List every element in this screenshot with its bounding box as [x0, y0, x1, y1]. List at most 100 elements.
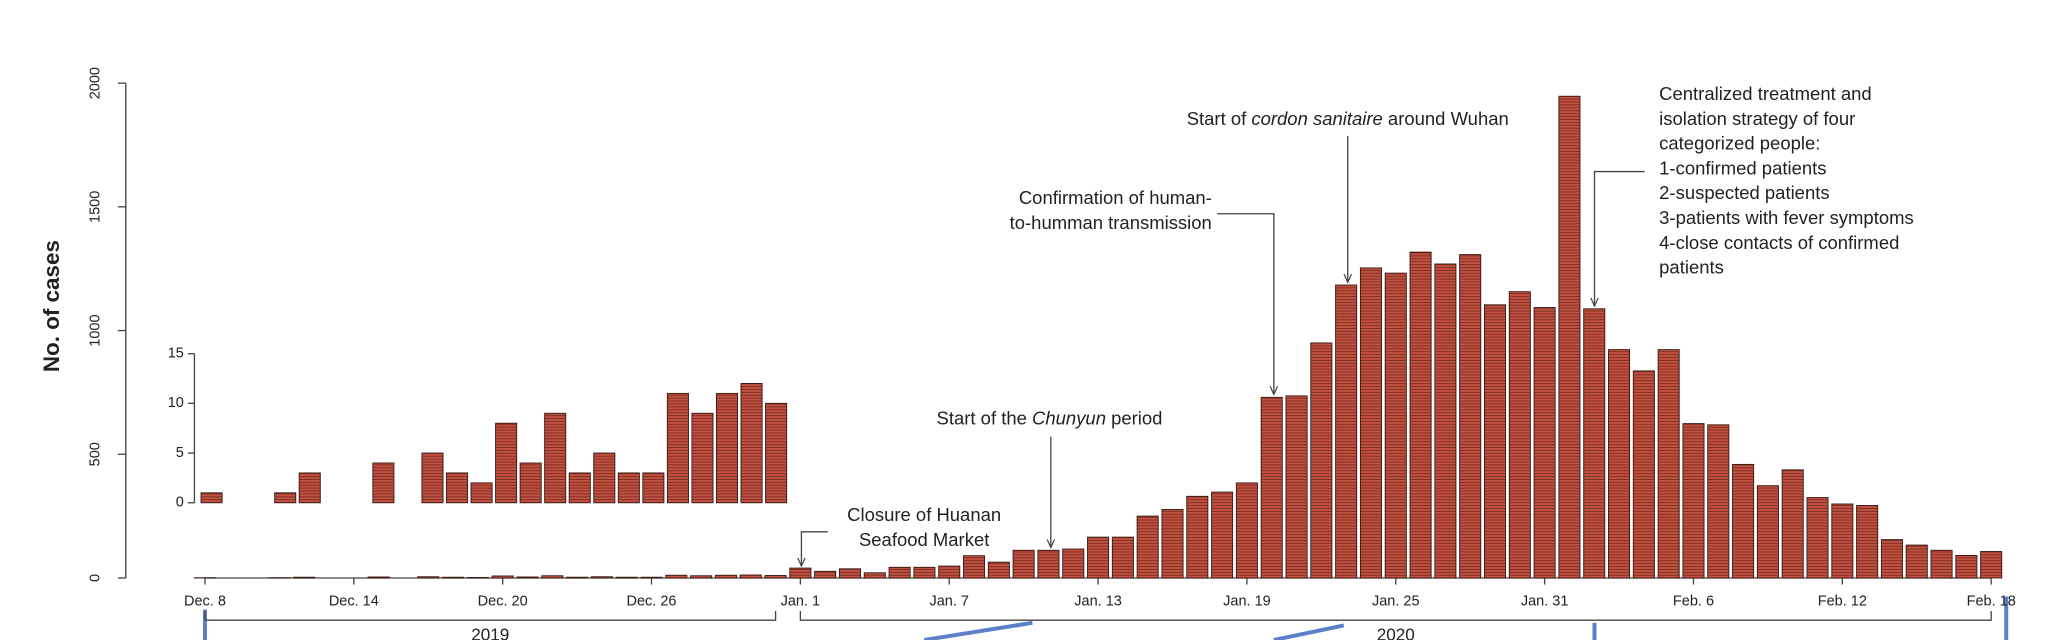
x-tick-label: Jan. 31 [1521, 594, 1569, 610]
annotation-arrow [1595, 170, 1645, 307]
annotation-part: Confirmation of human- [1019, 187, 1212, 208]
annotation-part: around Wuhan [1383, 108, 1509, 129]
annotation-part: Seafood Market [859, 529, 989, 550]
bar [1483, 304, 1507, 579]
bar [691, 412, 714, 504]
bar [417, 576, 440, 579]
y-tick-label: 1000 [87, 314, 103, 346]
bar [372, 462, 395, 504]
bar [1384, 272, 1407, 579]
x-tick-label: Dec. 14 [329, 594, 379, 610]
annotation: Confirmation of human- [1019, 187, 1212, 208]
annotation-part: Start of [1187, 108, 1252, 129]
inset-y-tick-label: 0 [176, 495, 184, 511]
annotation-arrow [1217, 213, 1274, 395]
bar [1161, 508, 1184, 579]
annotation: 4-close contacts of confirmed [1659, 232, 1899, 253]
bar [519, 462, 542, 504]
bar [1732, 463, 1755, 579]
annotation-part: cordon sanitaire [1251, 108, 1382, 129]
bar [1508, 291, 1531, 579]
bar [1583, 308, 1606, 579]
bar [715, 392, 739, 504]
annotation-part: isolation strategy of four [1659, 108, 1855, 129]
bar [617, 472, 640, 504]
annotation: categorized people: [1659, 133, 1820, 154]
bar [1136, 515, 1159, 579]
bar [1359, 267, 1382, 579]
y-tick-label: 500 [87, 442, 103, 466]
period-label: 2020 [1377, 625, 1415, 640]
bar [665, 574, 688, 579]
bar [541, 575, 564, 579]
annotation: 1-confirmed patients [1659, 157, 1826, 178]
annotation-part: patients [1659, 257, 1724, 278]
y-tick-label: 0 [87, 574, 103, 582]
bar [1310, 342, 1333, 579]
period-label: 2019 [471, 625, 509, 640]
x-tick-label: Feb. 6 [1673, 594, 1714, 610]
annotation-part: 2-suspected patients [1659, 182, 1829, 203]
x-tick-label: Jan. 25 [1372, 594, 1420, 610]
annotation-part: Start of the [937, 408, 1032, 429]
bar [1632, 370, 1655, 579]
bar [200, 492, 223, 504]
bar [566, 576, 589, 579]
y-tick-label: 1500 [87, 191, 103, 223]
x-tick-label: Dec. 20 [478, 594, 528, 610]
bar [1707, 424, 1730, 579]
bar [1831, 503, 1854, 579]
bar [1905, 544, 1928, 579]
bar [1806, 497, 1829, 579]
bar [1880, 539, 1903, 579]
bar [593, 452, 616, 504]
bar [1409, 251, 1432, 579]
bar [1608, 349, 1631, 579]
x-tick-label: Feb. 12 [1818, 594, 1867, 610]
annotation: patients [1659, 257, 1724, 278]
y-axis-label: No. of cases [39, 240, 64, 372]
bar [590, 576, 613, 579]
bar [1012, 549, 1035, 579]
bar [1657, 349, 1680, 579]
bar [367, 576, 390, 579]
annotation-part: Chunyun [1032, 408, 1106, 429]
bar [470, 482, 493, 504]
bar [495, 422, 518, 504]
x-tick-label: Jan. 13 [1074, 594, 1122, 610]
bar [615, 576, 638, 579]
bar [442, 576, 465, 579]
bar [1781, 469, 1804, 579]
bar [814, 570, 837, 579]
annotation: 2-suspected patients [1659, 182, 1829, 203]
x-tick-label: Jan. 1 [781, 594, 821, 610]
bar [913, 566, 936, 579]
x-tick-label: Dec. 26 [627, 594, 677, 610]
bar [714, 574, 737, 579]
bar [491, 575, 514, 579]
bar [1260, 396, 1283, 579]
bar [1756, 485, 1779, 579]
y-tick-label: 2000 [87, 67, 103, 99]
bar [293, 576, 316, 579]
annotation: 3-patients with fever symptoms [1659, 207, 1914, 228]
bar [1434, 263, 1457, 579]
x-tick-label: Jan. 7 [929, 594, 969, 610]
bar [1558, 95, 1581, 579]
bar [863, 572, 886, 579]
bar [568, 472, 591, 504]
annotation-part: 3-patients with fever symptoms [1659, 207, 1914, 228]
bar [987, 561, 1010, 579]
bar [1930, 549, 1953, 579]
bar [1037, 549, 1060, 579]
x-tick-label: Dec. 8 [184, 594, 226, 610]
period-bracket [799, 610, 1992, 621]
bar [1186, 495, 1209, 579]
bar [1235, 482, 1258, 579]
annotation: isolation strategy of four [1659, 108, 1855, 129]
connector-lines [203, 596, 2009, 640]
bar [1087, 536, 1110, 579]
bar [1062, 548, 1085, 579]
x-tick-label: Jan. 19 [1223, 594, 1271, 610]
